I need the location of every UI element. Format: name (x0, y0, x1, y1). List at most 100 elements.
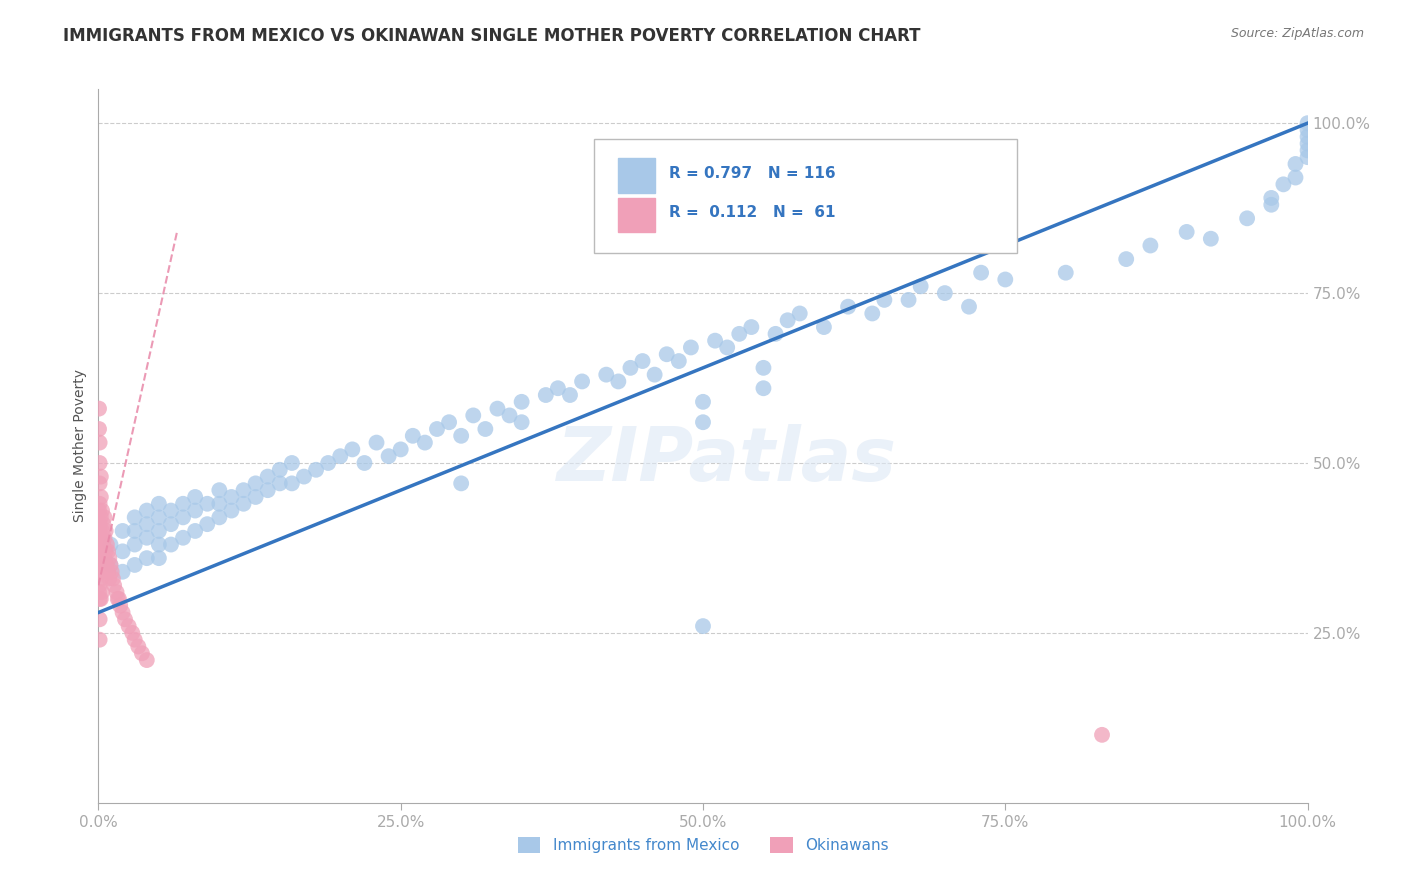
Point (366, 435, 388, 450)
Point (94, 544, 117, 558)
Point (1296, 116, 1319, 130)
Point (716, 341, 738, 355)
Point (208, 510, 231, 524)
Point (353, 456, 375, 470)
Point (619, 360, 641, 375)
Point (124, 537, 146, 551)
Point (1091, 728, 1114, 742)
Point (96, 537, 118, 551)
Point (87, 401, 110, 416)
Point (1115, 252, 1137, 266)
Point (91, 558, 114, 572)
Bar (619, 198, 655, 232)
Point (245, 476, 267, 491)
Point (463, 409, 485, 423)
Point (498, 409, 520, 423)
Point (1284, 157, 1306, 171)
Point (89, 578, 111, 592)
Point (148, 510, 170, 524)
Point (124, 510, 146, 524)
Point (1284, 170, 1306, 185)
Point (100, 565, 122, 579)
Point (124, 558, 146, 572)
Point (111, 544, 134, 558)
Point (510, 394, 533, 409)
Point (97, 565, 120, 579)
Point (135, 653, 157, 667)
FancyBboxPatch shape (595, 139, 1018, 253)
Point (172, 510, 194, 524)
Point (89, 476, 111, 491)
Point (1260, 191, 1282, 205)
Point (413, 435, 436, 450)
Point (111, 606, 134, 620)
Point (1296, 123, 1319, 137)
Point (292, 469, 315, 483)
Point (245, 490, 267, 504)
Point (957, 300, 980, 314)
Point (595, 368, 617, 382)
Point (131, 646, 153, 660)
Point (765, 326, 787, 341)
Text: ZIPatlas: ZIPatlas (557, 424, 897, 497)
Point (281, 456, 304, 470)
Point (305, 463, 328, 477)
Point (87, 524, 110, 538)
Point (118, 619, 141, 633)
Point (789, 306, 811, 320)
Point (91, 565, 114, 579)
Point (114, 612, 136, 626)
Point (607, 375, 630, 389)
Point (860, 306, 883, 320)
Point (91, 544, 114, 558)
Point (437, 415, 460, 429)
Point (1236, 211, 1258, 226)
Point (184, 503, 207, 517)
Point (208, 497, 231, 511)
Point (232, 483, 254, 498)
Point (172, 531, 194, 545)
Point (897, 293, 920, 307)
Point (90, 551, 112, 566)
Point (108, 599, 131, 613)
Point (87, 422, 110, 436)
Point (148, 551, 170, 566)
Point (970, 266, 993, 280)
Point (547, 381, 569, 395)
Point (89, 435, 111, 450)
Point (728, 326, 751, 341)
Point (89, 612, 111, 626)
Point (107, 591, 129, 606)
Point (740, 320, 762, 334)
Point (135, 531, 157, 545)
Point (692, 619, 714, 633)
Point (377, 449, 399, 463)
Point (655, 347, 678, 361)
Point (486, 401, 509, 416)
Point (269, 476, 291, 491)
Point (148, 497, 170, 511)
Point (90, 510, 112, 524)
Point (121, 626, 143, 640)
Point (89, 537, 111, 551)
Point (90, 572, 112, 586)
Point (1296, 129, 1319, 144)
Point (668, 354, 690, 368)
Point (87, 503, 110, 517)
Point (135, 503, 157, 517)
Point (450, 476, 472, 491)
Point (100, 537, 122, 551)
Point (93, 510, 115, 524)
Point (124, 524, 146, 538)
Point (96, 558, 118, 572)
Point (160, 503, 183, 517)
Point (135, 551, 157, 566)
Point (98, 572, 121, 586)
Point (704, 334, 727, 348)
Point (813, 320, 835, 334)
Point (89, 558, 111, 572)
Point (256, 483, 278, 498)
Point (100, 558, 122, 572)
Text: R = 0.797   N = 116: R = 0.797 N = 116 (669, 166, 835, 181)
Point (450, 429, 472, 443)
